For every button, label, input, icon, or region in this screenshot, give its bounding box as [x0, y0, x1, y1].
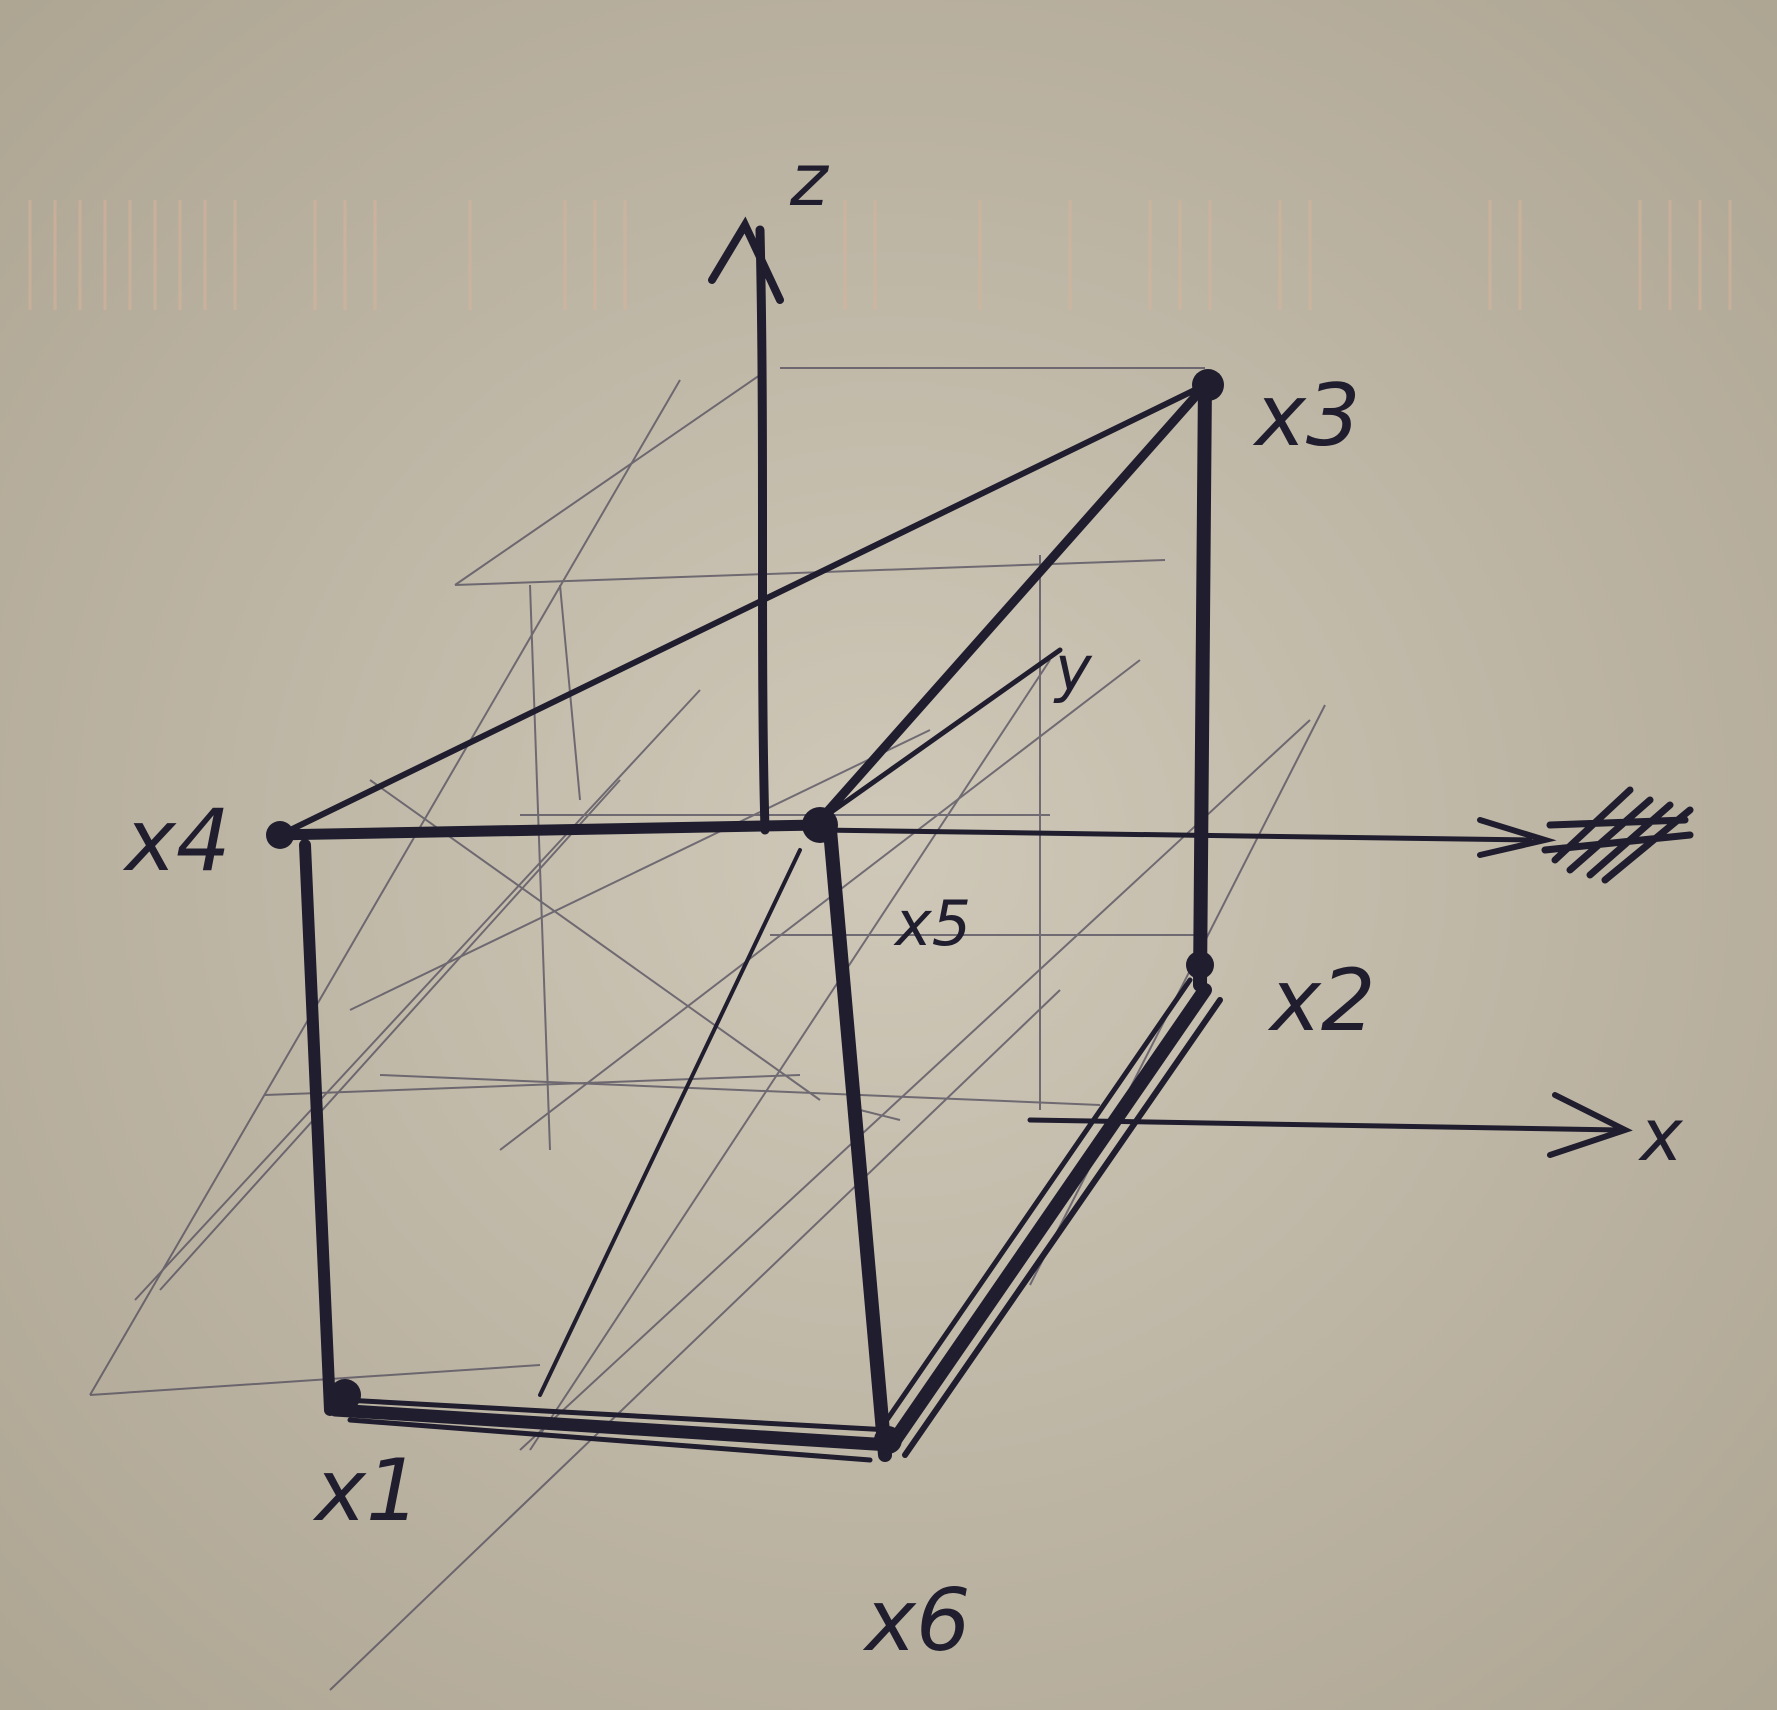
- x-axis-line: [1027, 1117, 1623, 1133]
- label-y-axis: y: [1053, 632, 1093, 705]
- z-axis-arrow: [708, 216, 784, 304]
- edge-x3-x2: [1193, 373, 1212, 992]
- edge-x1-x6: [328, 1403, 897, 1452]
- paper-stripe-band: [28, 200, 1732, 310]
- vertex-x2: [1186, 951, 1214, 979]
- label-x5: x5: [893, 887, 971, 960]
- upper-horizontal-axis-line: [817, 827, 1533, 843]
- upper-horizontal-axis-arrow: [1477, 817, 1557, 858]
- edge-x4-x1: [299, 839, 336, 1416]
- edge-x5-x6: [823, 823, 892, 1462]
- edge-x4-x3: [277, 382, 1208, 838]
- edge-x6-x2: [888, 983, 1212, 1447]
- vertex-x5: [802, 807, 838, 843]
- label-z-axis: z: [789, 138, 830, 222]
- label-x6: x6: [862, 1571, 971, 1671]
- y-axis-line: [817, 647, 1063, 823]
- x-axis-arrow: [1547, 1092, 1633, 1158]
- label-x1: x1: [312, 1441, 421, 1541]
- label-x3: x3: [1252, 366, 1361, 466]
- scribble-mark: [1541, 786, 1694, 884]
- label-x-axis: x: [1638, 1093, 1684, 1177]
- vertex-x6: [874, 1426, 902, 1454]
- edge-x5-x3: [815, 375, 1215, 825]
- construction-lines: [89, 367, 1326, 1691]
- label-x2: x2: [1267, 951, 1376, 1051]
- vertex-x1: [329, 1379, 361, 1411]
- label-x4: x4: [122, 791, 231, 891]
- edge-x5-diagonal: [538, 848, 802, 1397]
- edge-x4-x5: [266, 819, 826, 841]
- z-axis-line: [755, 225, 770, 835]
- cube-edges: [266, 373, 1223, 1463]
- vertex-dots: [266, 369, 1224, 1454]
- vertex-x3: [1192, 369, 1224, 401]
- axes: [708, 216, 1633, 1158]
- vertex-x4: [266, 821, 294, 849]
